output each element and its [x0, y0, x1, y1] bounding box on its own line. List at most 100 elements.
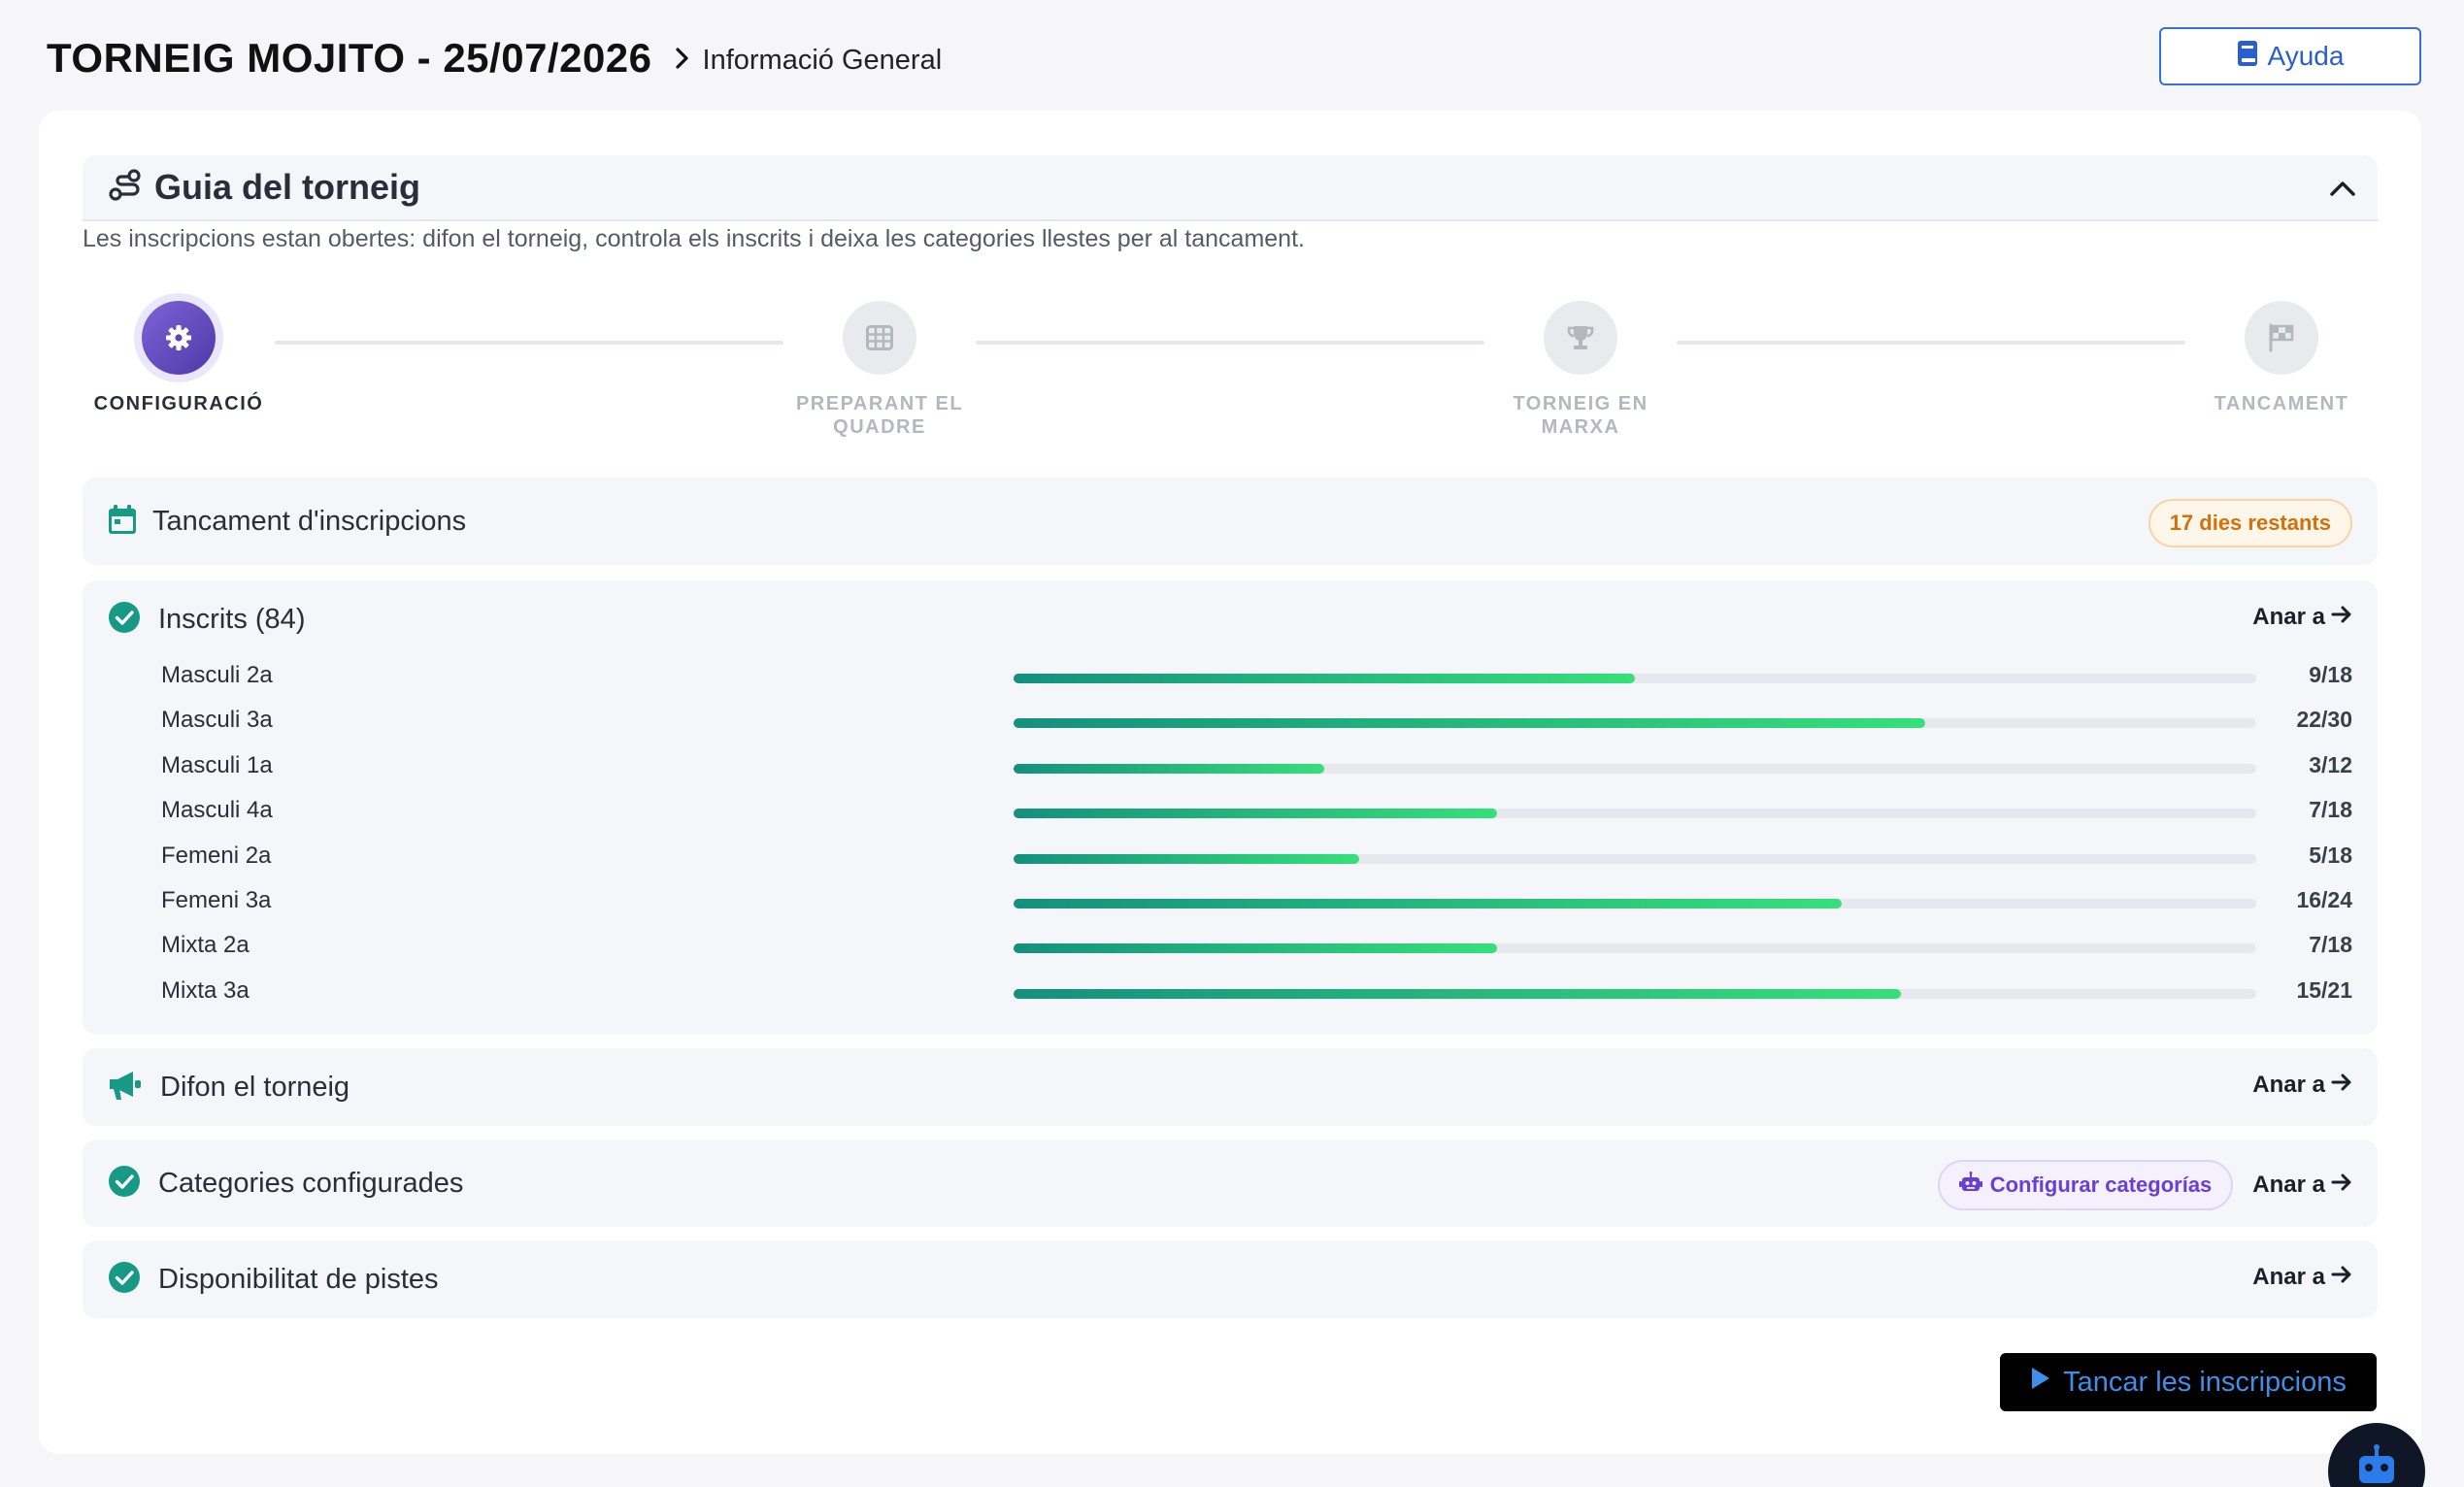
categories-configured-section: Categories configurades	[83, 1140, 2378, 1227]
category-row: Masculi 2a 9/18	[83, 654, 2378, 699]
category-count: 16/24	[2296, 887, 2352, 912]
guide-description: Les inscripcions estan obertes: difon el…	[83, 225, 1305, 252]
step-label: PREPARANT EL QUADRE	[795, 393, 964, 438]
step-label: TANCAMENT	[2214, 393, 2349, 414]
step-torneig-en-marxa[interactable]: TORNEIG EN MARXA	[1483, 301, 1678, 439]
category-row: Masculi 1a 3/12	[83, 744, 2378, 789]
step-configuracio[interactable]: CONFIGURACIÓ	[82, 301, 276, 415]
check-circle-icon	[108, 601, 141, 639]
category-row: Masculi 3a 22/30	[83, 699, 2378, 744]
promote-title: Difon el torneig	[160, 1071, 350, 1103]
step-connector	[275, 341, 783, 345]
category-progress-fill	[1014, 943, 1497, 954]
category-progress-fill	[1014, 809, 1497, 819]
registrations-title: Inscrits (84)	[158, 603, 306, 635]
step-connector	[976, 341, 1484, 345]
book-icon	[2237, 40, 2258, 74]
configure-categories-label: Configurar categorías	[1989, 1173, 2213, 1197]
grid-icon	[843, 301, 916, 375]
category-name: Masculi 3a	[161, 707, 273, 734]
play-icon	[2030, 1366, 2051, 1399]
category-count: 15/21	[2296, 976, 2352, 1003]
robot-icon	[2353, 1444, 2400, 1487]
breadcrumb[interactable]: Informació General	[702, 44, 943, 76]
close-registrations-label: Tancar les inscripcions	[2063, 1366, 2347, 1398]
category-name: Mixta 2a	[161, 932, 250, 959]
category-progress-fill	[1014, 763, 1324, 774]
go-to-categories-link[interactable]: Anar a	[2252, 1172, 2352, 1199]
go-label: Anar a	[2252, 1264, 2325, 1290]
page-header: TORNEIG MOJITO - 25/07/2026 Informació G…	[47, 27, 2421, 89]
category-progress-fill	[1014, 853, 1359, 864]
category-name: Masculi 4a	[161, 797, 273, 824]
robot-icon	[1958, 1172, 1982, 1199]
go-label: Anar a	[2252, 1072, 2325, 1098]
guide-title: Guia del torneig	[154, 167, 421, 207]
category-count: 7/18	[2309, 797, 2352, 823]
arrow-right-icon	[2331, 1264, 2352, 1291]
arrow-right-icon	[2331, 1172, 2352, 1199]
flag-icon	[2245, 301, 2318, 375]
calendar-icon	[108, 504, 137, 540]
registrations-section: Inscrits (84) Anar a Masculi 2a 9/18 Mascu…	[83, 580, 2378, 1035]
page-title: TORNEIG MOJITO - 25/07/2026	[47, 35, 652, 81]
step-connector	[1677, 341, 2185, 345]
guide-header[interactable]: Guia del torneig	[83, 155, 2378, 221]
category-row: Mixta 2a 7/18	[83, 924, 2378, 969]
category-name: Mixta 3a	[161, 976, 250, 1004]
close-registrations-button[interactable]: Tancar les inscripcions	[2000, 1353, 2377, 1411]
category-count: 7/18	[2309, 932, 2352, 958]
category-count: 9/18	[2309, 662, 2352, 687]
category-progress-fill	[1014, 674, 1635, 683]
deadline-title: Tancament d'inscripcions	[152, 505, 467, 537]
category-progress-bar	[1014, 763, 2256, 774]
category-row: Masculi 4a 7/18	[83, 789, 2378, 834]
step-label: TORNEIG EN MARXA	[1513, 393, 1648, 438]
go-label: Anar a	[2252, 604, 2325, 630]
category-progress-bar	[1014, 809, 2256, 819]
megaphone-icon	[108, 1069, 143, 1107]
days-remaining-badge: 17 dies restants	[2148, 499, 2352, 547]
arrow-right-icon	[2331, 1072, 2352, 1099]
category-progress-fill	[1014, 988, 1902, 999]
step-tancament[interactable]: TANCAMENT	[2184, 301, 2379, 415]
category-name: Femeni 2a	[161, 842, 272, 869]
categories-configured-title: Categories configurades	[158, 1167, 464, 1199]
category-progress-bar	[1014, 853, 2256, 864]
category-progress-bar	[1014, 943, 2256, 954]
trophy-icon	[1544, 301, 1617, 375]
category-progress-bar	[1014, 718, 2256, 729]
go-to-courts-link[interactable]: Anar a	[2252, 1264, 2352, 1291]
category-row: Mixta 3a 15/21	[83, 970, 2378, 1014]
category-name: Masculi 2a	[161, 662, 273, 688]
chevron-up-icon[interactable]	[2327, 173, 2358, 204]
category-progress-bar	[1014, 674, 2256, 683]
chevron-right-icon	[668, 44, 697, 73]
go-to-promote-link[interactable]: Anar a	[2252, 1072, 2352, 1099]
step-preparant-quadre[interactable]: PREPARANT EL QUADRE	[782, 301, 977, 439]
category-count: 5/18	[2309, 842, 2352, 868]
go-to-registrations-link[interactable]: Anar a	[2252, 604, 2352, 631]
category-progress-fill	[1014, 899, 1843, 909]
guide-card: Guia del torneig Les inscripcions estan …	[39, 111, 2421, 1454]
courts-section: Disponibilitat de pistes Anar a	[83, 1240, 2378, 1318]
step-label: CONFIGURACIÓ	[93, 393, 264, 414]
category-row: Femeni 3a 16/24	[83, 879, 2378, 924]
gear-icon	[142, 301, 216, 375]
help-button[interactable]: Ayuda	[2159, 27, 2421, 85]
deadline-section: Tancament d'inscripcions 17 dies restant…	[83, 478, 2378, 565]
category-name: Femeni 3a	[161, 887, 272, 913]
arrow-right-icon	[2331, 604, 2352, 631]
courts-title: Disponibilitat de pistes	[158, 1263, 439, 1295]
category-count: 22/30	[2296, 707, 2352, 733]
category-row: Femeni 2a 5/18	[83, 835, 2378, 879]
configure-categories-button[interactable]: Configurar categorías	[1937, 1160, 2234, 1210]
help-label: Ayuda	[2267, 41, 2345, 71]
go-label: Anar a	[2252, 1172, 2325, 1198]
route-icon	[108, 168, 143, 208]
promote-section: Difon el torneig Anar a	[83, 1048, 2378, 1126]
category-count: 3/12	[2309, 751, 2352, 777]
check-circle-icon	[108, 1261, 141, 1299]
category-name: Masculi 1a	[161, 751, 273, 778]
category-progress-fill	[1014, 718, 1925, 729]
